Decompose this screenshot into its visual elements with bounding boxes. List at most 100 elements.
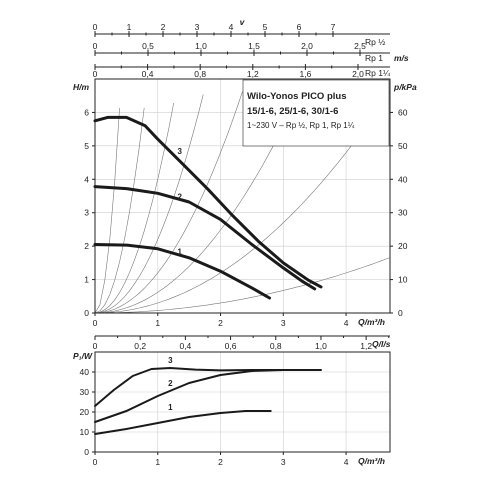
h-tick-label: 2 — [84, 241, 89, 251]
power-curve-label-1: 1 — [168, 403, 173, 412]
velocity-tick-label: 6 — [297, 22, 302, 32]
velocity-tick-label: 2 — [161, 22, 166, 32]
velocity-tick-label: 1,0 — [195, 41, 207, 51]
q-tick-label: 1 — [155, 457, 160, 467]
q-tick-label: 2 — [218, 318, 223, 328]
ls-tick-label: 0,4 — [179, 341, 191, 351]
velocity-tick-label: 7 — [331, 22, 336, 32]
q-tick-label: 0 — [93, 318, 98, 328]
power-curve-3 — [94, 367, 322, 407]
power-curve-label-3: 3 — [168, 356, 173, 365]
p-tick-label: 60 — [398, 107, 408, 117]
q-tick-label: 3 — [281, 457, 286, 467]
power-axis-ticks: 0 10 20 30 40 0 1 2 3 4 — [80, 367, 349, 467]
q-axis-label-bottom: Q/m³/h — [358, 456, 385, 466]
h-tick-label: 6 — [84, 107, 89, 117]
velocity-tick-label: 2,5 — [354, 41, 366, 51]
system-curves — [94, 88, 391, 314]
q-tick-label: 4 — [344, 318, 349, 328]
velocity-tick-label: 4 — [229, 22, 234, 32]
p1-tick-label: 20 — [80, 407, 90, 417]
h-axis-label: H/m — [73, 82, 90, 92]
power-chart-frame — [94, 351, 391, 453]
chart-title-line2: 15/1-6, 25/1-6, 30/1-6 — [247, 106, 338, 117]
power-grid — [95, 352, 390, 452]
p1-tick-label: 0 — [84, 447, 89, 457]
p-tick-label: 50 — [398, 141, 408, 151]
head-curve-2 — [93, 185, 317, 291]
system-curve — [94, 107, 120, 314]
h-tick-label: 0 — [84, 308, 89, 318]
velocity-tick-label: 0,5 — [142, 41, 154, 51]
system-curve — [94, 91, 243, 314]
system-curve — [94, 88, 302, 314]
scale2-end-label: Rp 1 — [365, 53, 383, 63]
velocity-tick-label: 0,8 — [194, 69, 206, 79]
ls-tick-label: 0,6 — [225, 341, 237, 351]
velocity-tick-label: 0 — [93, 22, 98, 32]
velocity-tick-label: 1,2 — [247, 69, 259, 79]
system-curve — [94, 94, 204, 314]
p-tick-label: 20 — [398, 241, 408, 251]
p1-tick-label: 30 — [80, 387, 90, 397]
q-tick-label: 3 — [281, 318, 286, 328]
q-tick-label: 2 — [218, 457, 223, 467]
scale1-end-label: Rp ½ — [365, 37, 385, 47]
velocity-tick-label: 1 — [127, 22, 132, 32]
power-curve-1 — [94, 410, 272, 435]
system-curve — [94, 107, 145, 314]
velocity-tick-label: 0,4 — [142, 69, 154, 79]
v-unit-label: m/s — [394, 53, 409, 63]
p-tick-label: 0 — [398, 308, 403, 318]
ls-tick-label: 0,2 — [134, 341, 146, 351]
head-curve-label-1: 1 — [178, 248, 183, 257]
p-tick-label: 30 — [398, 208, 408, 218]
ls-tick-label: 0,8 — [270, 341, 282, 351]
velocity-tick-label: 3 — [195, 22, 200, 32]
v-label: v — [240, 17, 246, 27]
p1-axis-label: P₁/W — [73, 351, 93, 361]
head-curves: 1 2 3 — [93, 115, 323, 300]
system-curve — [94, 91, 391, 314]
p-axis-label: p/kPa — [393, 82, 417, 92]
p1-tick-label: 40 — [80, 367, 90, 377]
p1-tick-label: 10 — [80, 427, 90, 437]
velocity-scales: v m/s Rp ½ Rp 1 Rp 1¼ 0 1 2 3 4 5 6 7 0 0,5 1,0 1,5… — [93, 17, 409, 79]
power-chart: 0 10 20 30 40 0 1 2 3 4 1 2 3 P₁/W Q/m³/h — [73, 351, 391, 467]
q-tick-label: 0 — [93, 457, 98, 467]
power-curve-label-2: 2 — [168, 379, 173, 388]
ls-tick-label: 1,2 — [360, 341, 372, 351]
chart-title-line1: Wilo-Yonos PICO plus — [247, 91, 347, 102]
p-tick-label: 10 — [398, 275, 408, 285]
q-tick-label: 4 — [344, 457, 349, 467]
q-tick-label: 1 — [155, 318, 160, 328]
velocity-tick-label: 1,6 — [299, 69, 311, 79]
head-curve-1 — [93, 243, 271, 300]
p-tick-label: 40 — [398, 174, 408, 184]
h-tick-label: 1 — [84, 275, 89, 285]
system-curve — [95, 257, 391, 314]
velocity-tick-label: 0 — [93, 41, 98, 51]
q-ls-label: Q/l/s — [372, 339, 391, 349]
chart-subtitle: 1~230 V – Rp ½, Rp 1, Rp 1¼ — [247, 121, 355, 130]
head-chart-frame — [94, 78, 391, 314]
head-curve-label-2: 2 — [178, 192, 183, 201]
velocity-tick-label: 2,0 — [352, 69, 364, 79]
head-curve-3 — [93, 115, 323, 289]
ls-tick-label: 0 — [93, 341, 98, 351]
q-axis-label-top: Q/m³/h — [358, 317, 385, 327]
flow-ls-scale: Q/l/s 0 0,2 0,4 0,6 0,8 1,0 1,2 — [93, 335, 391, 351]
velocity-tick-label: 1,5 — [248, 41, 260, 51]
h-tick-label: 4 — [84, 174, 89, 184]
velocity-tick-label: 2,0 — [301, 41, 313, 51]
h-tick-label: 3 — [84, 208, 89, 218]
h-tick-label: 5 — [84, 141, 89, 151]
system-curve — [94, 102, 174, 314]
velocity-tick-label: 5 — [263, 22, 268, 32]
head-curve-label-3: 3 — [178, 147, 183, 156]
title-box — [242, 79, 390, 147]
scale3-end-label: Rp 1¼ — [365, 68, 391, 78]
